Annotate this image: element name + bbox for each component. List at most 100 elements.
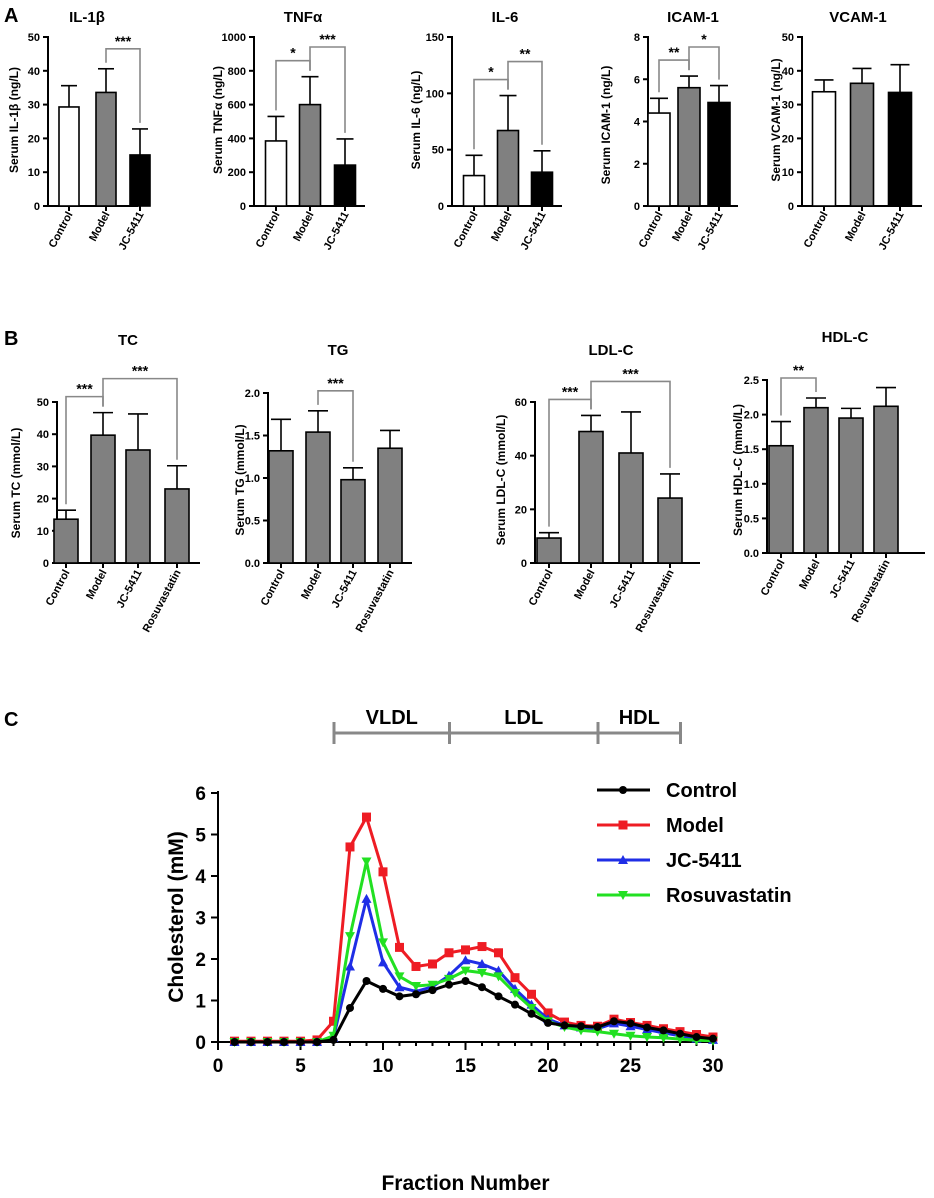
legend-marker-control	[619, 786, 627, 794]
ldlc-y-axis-label: Serum LDL-C (mmol/L)	[494, 415, 508, 546]
hdlc-y-tick-label: 0.0	[744, 548, 759, 560]
il6-y-tick-label: 150	[426, 32, 444, 44]
fplc-point-model	[510, 973, 520, 983]
tg-title: TG	[328, 342, 349, 359]
fplc-point-jc-5411	[394, 982, 405, 992]
tnfa-category-label: Control	[254, 210, 283, 250]
tnfa-y-tick-label: 400	[228, 133, 246, 145]
fplc-x-axis-label: Fraction Number	[381, 1172, 549, 1195]
tnfa-significance-label: *	[290, 45, 296, 61]
il6-bar-jc-5411	[530, 171, 554, 207]
hdlc-y-tick-label: 0.5	[744, 513, 759, 525]
il1b-bar-jc-5411	[129, 154, 151, 207]
tg-bar-rosuvastatin	[377, 447, 403, 564]
tg-significance-label: ***	[327, 375, 344, 391]
icam1-significance-label: *	[701, 31, 707, 47]
ldlc-bar-jc-5411	[618, 452, 644, 564]
fplc-point-rosuvastatin	[411, 981, 421, 991]
fplc-range-label: HDL	[619, 707, 660, 729]
fplc-point-control	[610, 1017, 618, 1026]
tg-y-tick-label: 1.0	[245, 473, 260, 485]
chart-icam1: ICAM-1 Serum ICAM-1 (ng/L) 0 2 4 6 8 Control Mod…	[599, 9, 738, 252]
tnfa-y-tick-label: 0	[240, 201, 246, 213]
chart-il1b: IL-1β Serum IL-1β (ng/L) 0 10 20 30 40 50 Contro…	[7, 9, 151, 252]
vcam1-bar-control	[811, 90, 837, 207]
legend-marker-jc-5411	[618, 855, 628, 864]
tnfa-y-tick-label: 600	[228, 100, 246, 112]
hdlc-category-label: Model	[797, 558, 823, 592]
tnfa-y-tick-label: 800	[228, 66, 246, 78]
fplc-point-control	[511, 1000, 519, 1009]
fplc-y-tick-label: 4	[195, 867, 206, 888]
tc-y-tick-label: 30	[37, 461, 49, 473]
tg-y-tick-label: 0.0	[245, 558, 260, 570]
hdlc-y-tick-label: 2.0	[744, 410, 759, 422]
tg-significance-bracket	[317, 390, 354, 462]
fplc-range-label: LDL	[504, 707, 543, 729]
il6-y-tick-label: 0	[438, 201, 444, 213]
icam1-y-tick-label: 0	[634, 201, 640, 213]
tnfa-significance-label: ***	[319, 31, 336, 47]
fplc-point-control	[461, 976, 470, 985]
hdlc-y-tick-label: 2.5	[744, 375, 759, 387]
hdlc-category-label: JC-5411	[828, 558, 858, 600]
il1b-bar-model	[95, 91, 117, 207]
tnfa-bar-control	[264, 140, 288, 207]
fplc-point-control	[676, 1029, 684, 1038]
fplc-point-rosuvastatin	[609, 1029, 619, 1039]
fplc-point-rosuvastatin	[460, 966, 471, 976]
ldlc-significance-label: ***	[622, 365, 639, 381]
icam1-category-label: JC-5411	[696, 210, 726, 252]
vcam1-category-label: Model	[843, 210, 869, 244]
fplc-x-tick-label: 10	[372, 1056, 393, 1077]
icam1-significance-label: **	[669, 44, 680, 60]
fplc-point-control	[544, 1018, 552, 1027]
vcam1-bar-jc-5411	[887, 91, 913, 207]
hdlc-category-label: Rosuvastatin	[850, 558, 893, 625]
fplc-x-tick-label: 15	[455, 1056, 477, 1077]
fplc-line-rosuvastatin	[234, 861, 714, 1044]
fplc-x-tick-label: 30	[702, 1056, 723, 1077]
chart-fplc: VLDL LDL HDL 0 1 2 3 4 5 6 0 5 10 15 20 25 30 Fraction Nu…	[165, 707, 792, 1195]
fplc-point-rosuvastatin	[658, 1033, 669, 1043]
legend-label-rosuvastatin: Rosuvastatin	[666, 885, 792, 907]
fplc-point-rosuvastatin	[526, 1003, 537, 1013]
fplc-point-control	[379, 984, 387, 993]
vcam1-bar-model	[849, 82, 875, 207]
hdlc-significance-label: **	[793, 362, 804, 378]
fplc-point-rosuvastatin	[361, 857, 372, 867]
vcam1-y-tick-label: 30	[782, 100, 794, 112]
icam1-y-tick-label: 6	[634, 74, 640, 86]
tc-title: TC	[118, 332, 138, 349]
tnfa-y-tick-label: 1000	[222, 32, 246, 44]
tc-significance-label: ***	[76, 381, 93, 397]
icam1-y-tick-label: 8	[634, 32, 640, 44]
hdlc-bar-rosuvastatin	[873, 405, 899, 554]
il6-y-axis-label: Serum IL-6 (ng/L)	[409, 71, 423, 170]
fplc-y-tick-label: 2	[195, 950, 206, 971]
ldlc-bar-control	[536, 537, 562, 564]
fplc-point-control	[643, 1023, 651, 1032]
vcam1-title: VCAM-1	[829, 9, 887, 26]
hdlc-category-label: Control	[759, 558, 788, 598]
chart-tg: TG Serum TG (mmol/L) 0.0 0.5 1.0 1.5 2.0 Contro…	[233, 342, 412, 634]
fplc-point-control	[362, 976, 371, 985]
vcam1-y-tick-label: 20	[782, 133, 794, 145]
il1b-title: IL-1β	[69, 9, 105, 26]
fplc-point-control	[296, 1038, 305, 1046]
fplc-point-control	[395, 992, 404, 1001]
fplc-point-control	[263, 1038, 272, 1046]
fplc-point-jc-5411	[460, 955, 471, 965]
fplc-point-jc-5411	[345, 961, 355, 971]
vcam1-y-tick-label: 50	[782, 32, 794, 44]
fplc-point-rosuvastatin	[394, 972, 405, 982]
il6-y-tick-label: 50	[432, 145, 444, 157]
tnfa-bar-model	[298, 103, 322, 207]
fplc-point-control	[494, 992, 503, 1001]
il6-bar-control	[462, 174, 486, 207]
il1b-y-tick-label: 30	[28, 100, 40, 112]
ldlc-y-tick-label: 40	[515, 451, 527, 463]
fplc-point-model	[543, 1008, 553, 1018]
il1b-bar-control	[58, 106, 80, 207]
il6-title: IL-6	[492, 9, 519, 26]
